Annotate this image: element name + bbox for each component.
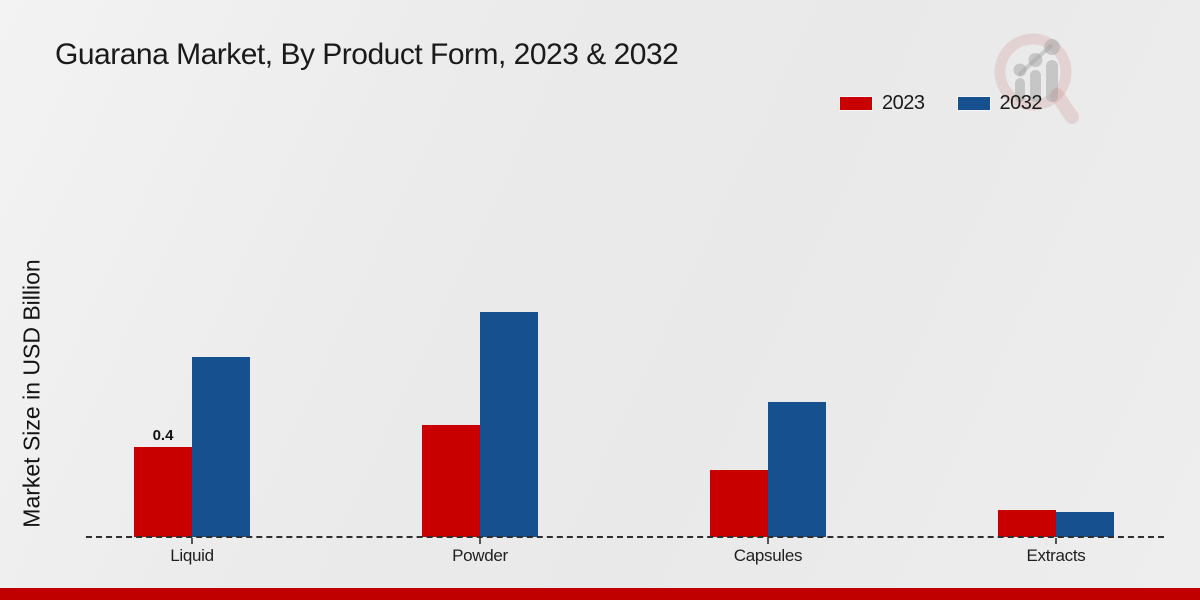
bar-2023-capsules [710,469,768,537]
bar-2023-extracts [998,510,1056,537]
bar-2023-powder [422,424,480,537]
legend-label-2023: 2023 [882,92,925,114]
x-axis-tick [191,538,193,544]
chart-title: Guarana Market, By Product Form, 2023 & … [55,38,679,71]
footer-accent-bar [0,588,1200,600]
legend-item-2032: 2032 [957,92,1043,115]
x-axis-baseline [86,536,1164,538]
category-label-liquid: Liquid [170,546,214,565]
x-axis-tick [479,538,481,544]
bar-2032-extracts [1056,512,1114,537]
x-axis-tick [767,538,769,544]
legend-item-2023: 2023 [840,92,925,115]
bar-2032-capsules [768,402,826,537]
bar-value-label: 0.4 [152,427,174,444]
x-axis-tick [1055,538,1057,544]
legend-swatch-2032 [957,97,990,110]
legend-label-2032: 2032 [999,92,1043,114]
category-label-powder: Powder [452,546,508,565]
bar-2032-powder [480,312,538,537]
category-label-capsules: Capsules [733,546,803,565]
bar-2023-liquid [134,447,192,537]
legend-swatch-2023 [840,97,872,110]
bar-2032-liquid [192,357,250,537]
category-label-extracts: Extracts [1026,546,1086,565]
legend: 2023 2032 [840,92,1042,115]
magnifier-bar-chart-logo-icon [994,33,1079,124]
